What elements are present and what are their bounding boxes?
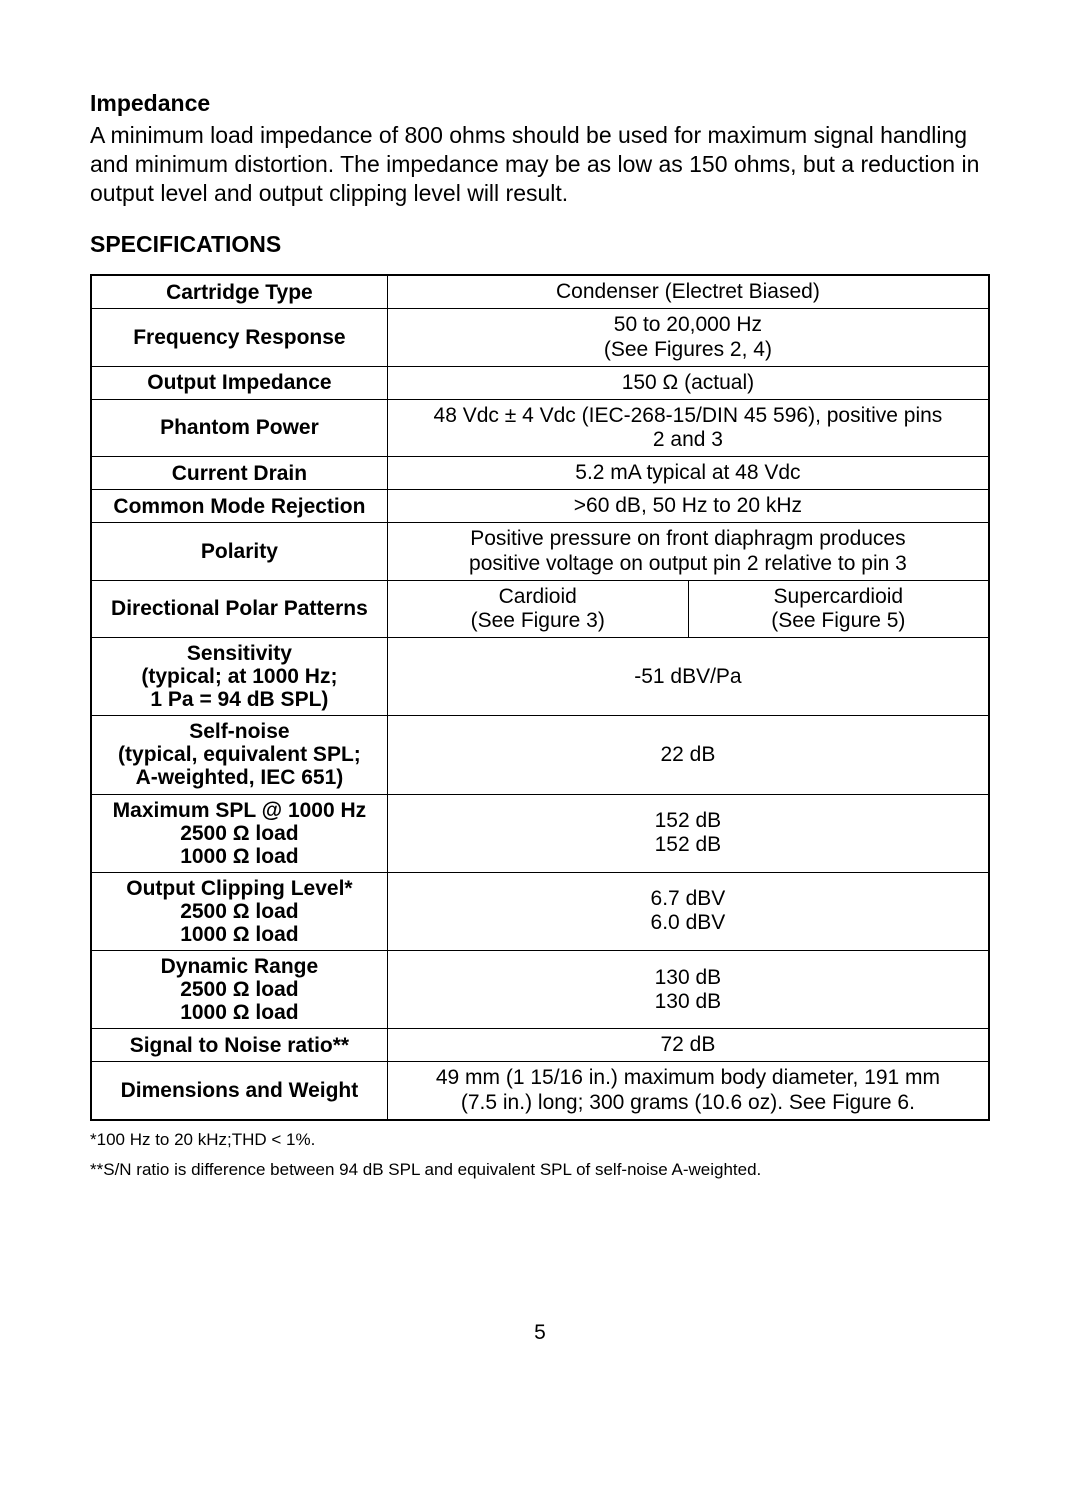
- spec-value-line: Cardioid: [499, 585, 577, 608]
- table-row: Cartridge Type Condenser (Electret Biase…: [91, 275, 989, 309]
- spec-value: 50 to 20,000 Hz (See Figures 2, 4): [387, 309, 989, 366]
- spec-label-line: Maximum SPL @ 1000 Hz: [113, 799, 367, 822]
- spec-label-line: 1000 Ω load: [180, 845, 298, 868]
- spec-value-line: (See Figure 3): [471, 609, 605, 632]
- spec-value-line: 130 dB: [655, 966, 722, 989]
- spec-label: Maximum SPL @ 1000 Hz 2500 Ω load 1000 Ω…: [91, 794, 387, 872]
- spec-label: Dimensions and Weight: [91, 1062, 387, 1120]
- footnote-2: **S/N ratio is difference between 94 dB …: [90, 1159, 990, 1181]
- spec-value: 22 dB: [387, 716, 989, 794]
- table-row: Directional Polar Patterns Cardioid (See…: [91, 580, 989, 637]
- table-row: Dimensions and Weight 49 mm (1 15/16 in.…: [91, 1062, 989, 1120]
- spec-label: Output Clipping Level* 2500 Ω load 1000 …: [91, 872, 387, 950]
- table-row: Output Impedance 150 Ω (actual): [91, 366, 989, 399]
- spec-label-line: A-weighted, IEC 651): [136, 766, 344, 789]
- spec-value: -51 dBV/Pa: [387, 637, 989, 715]
- spec-value-line: 152 dB: [655, 833, 722, 856]
- spec-value: 130 dB 130 dB: [387, 951, 989, 1029]
- spec-label-line: 1000 Ω load: [180, 1001, 298, 1024]
- spec-label: Polarity: [91, 523, 387, 580]
- spec-value-line: (See Figure 5): [771, 609, 905, 632]
- spec-value: 49 mm (1 15/16 in.) maximum body diamete…: [387, 1062, 989, 1120]
- footnote-1: *100 Hz to 20 kHz;THD < 1%.: [90, 1129, 990, 1151]
- spec-label: Current Drain: [91, 457, 387, 490]
- spec-value-line: 152 dB: [655, 809, 722, 832]
- table-row: Self-noise (typical, equivalent SPL; A-w…: [91, 716, 989, 794]
- spec-label-line: 1 Pa = 94 dB SPL): [150, 688, 328, 711]
- spec-label: Dynamic Range 2500 Ω load 1000 Ω load: [91, 951, 387, 1029]
- spec-value: 72 dB: [387, 1029, 989, 1062]
- spec-value-line: 6.0 dBV: [651, 911, 726, 934]
- spec-label: Phantom Power: [91, 399, 387, 456]
- spec-label-line: 2500 Ω load: [180, 822, 298, 845]
- spec-label-line: Dynamic Range: [161, 955, 319, 978]
- spec-value: 5.2 mA typical at 48 Vdc: [387, 457, 989, 490]
- spec-value-line: 6.7 dBV: [651, 887, 726, 910]
- spec-value-line: (See Figures 2, 4): [604, 338, 772, 361]
- spec-label-line: Output Clipping Level*: [126, 877, 352, 900]
- table-row: Common Mode Rejection >60 dB, 50 Hz to 2…: [91, 490, 989, 523]
- table-row: Frequency Response 50 to 20,000 Hz (See …: [91, 309, 989, 366]
- spec-label-line: (typical; at 1000 Hz;: [141, 665, 337, 688]
- spec-label-line: 2500 Ω load: [180, 978, 298, 1001]
- spec-value-line: 49 mm (1 15/16 in.) maximum body diamete…: [436, 1066, 940, 1089]
- table-row: Signal to Noise ratio** 72 dB: [91, 1029, 989, 1062]
- spec-label-line: Sensitivity: [187, 642, 292, 665]
- spec-value-line: Supercardioid: [774, 585, 904, 608]
- table-row: Polarity Positive pressure on front diap…: [91, 523, 989, 580]
- spec-value-line: 50 to 20,000 Hz: [614, 313, 762, 336]
- spec-value: Positive pressure on front diaphragm pro…: [387, 523, 989, 580]
- table-row: Sensitivity (typical; at 1000 Hz; 1 Pa =…: [91, 637, 989, 715]
- spec-value: 48 Vdc ± 4 Vdc (IEC-268-15/DIN 45 596), …: [387, 399, 989, 456]
- spec-label: Output Impedance: [91, 366, 387, 399]
- impedance-body: A minimum load impedance of 800 ohms sho…: [90, 121, 990, 207]
- spec-value-line: 130 dB: [655, 990, 722, 1013]
- spec-label: Cartridge Type: [91, 275, 387, 309]
- spec-value-line: 48 Vdc ± 4 Vdc (IEC-268-15/DIN 45 596), …: [434, 404, 943, 427]
- spec-value-line: 2 and 3: [653, 428, 723, 451]
- impedance-title: Impedance: [90, 90, 990, 117]
- table-row: Output Clipping Level* 2500 Ω load 1000 …: [91, 872, 989, 950]
- page-number: 5: [90, 1321, 990, 1345]
- spec-label: Directional Polar Patterns: [91, 580, 387, 637]
- spec-label: Common Mode Rejection: [91, 490, 387, 523]
- spec-label: Signal to Noise ratio**: [91, 1029, 387, 1062]
- spec-value: 6.7 dBV 6.0 dBV: [387, 872, 989, 950]
- spec-label: Self-noise (typical, equivalent SPL; A-w…: [91, 716, 387, 794]
- spec-value: 150 Ω (actual): [387, 366, 989, 399]
- specs-table: Cartridge Type Condenser (Electret Biase…: [90, 274, 990, 1121]
- table-row: Dynamic Range 2500 Ω load 1000 Ω load 13…: [91, 951, 989, 1029]
- table-row: Current Drain 5.2 mA typical at 48 Vdc: [91, 457, 989, 490]
- spec-value-line: positive voltage on output pin 2 relativ…: [469, 552, 907, 575]
- spec-value: 152 dB 152 dB: [387, 794, 989, 872]
- spec-label-line: 2500 Ω load: [180, 900, 298, 923]
- table-row: Maximum SPL @ 1000 Hz 2500 Ω load 1000 Ω…: [91, 794, 989, 872]
- spec-value: Supercardioid (See Figure 5): [688, 580, 989, 637]
- spec-label-line: 1000 Ω load: [180, 923, 298, 946]
- spec-label: Frequency Response: [91, 309, 387, 366]
- spec-value: >60 dB, 50 Hz to 20 kHz: [387, 490, 989, 523]
- spec-label-line: Self-noise: [189, 720, 289, 743]
- spec-label: Sensitivity (typical; at 1000 Hz; 1 Pa =…: [91, 637, 387, 715]
- spec-label-line: (typical, equivalent SPL;: [118, 743, 361, 766]
- table-row: Phantom Power 48 Vdc ± 4 Vdc (IEC-268-15…: [91, 399, 989, 456]
- specs-heading: SPECIFICATIONS: [90, 231, 990, 258]
- spec-value-line: (7.5 in.) long; 300 grams (10.6 oz). See…: [461, 1091, 915, 1114]
- spec-value-line: Positive pressure on front diaphragm pro…: [470, 527, 905, 550]
- spec-value: Condenser (Electret Biased): [387, 275, 989, 309]
- spec-value: Cardioid (See Figure 3): [387, 580, 688, 637]
